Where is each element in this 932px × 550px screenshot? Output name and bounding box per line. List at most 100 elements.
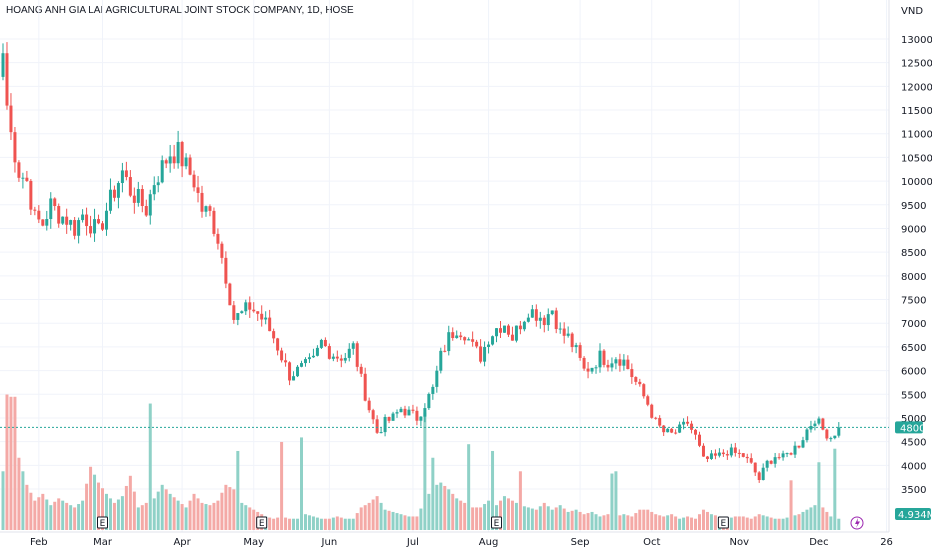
earnings-marker-label: E bbox=[494, 519, 500, 529]
price-tick-label: 11000 bbox=[901, 130, 932, 141]
candle-body bbox=[244, 302, 248, 312]
lightning-icon bbox=[855, 518, 860, 528]
last-volume-badge-bg bbox=[895, 508, 931, 520]
volume-bar bbox=[745, 517, 749, 530]
price-axis[interactable]: 3500 4000 4500 5000 5500 6000 6500 7000 7500 8000… bbox=[901, 35, 932, 496]
candle-body bbox=[168, 156, 172, 164]
volume-bar bbox=[391, 511, 395, 530]
volume-bar bbox=[73, 507, 77, 530]
price-tick-label: 8000 bbox=[901, 272, 926, 283]
candle-body bbox=[602, 350, 606, 365]
candle-body bbox=[399, 408, 403, 413]
candle-body bbox=[455, 335, 459, 339]
volume-bar bbox=[164, 489, 168, 530]
candle-body bbox=[542, 317, 546, 326]
volume-bar bbox=[785, 517, 789, 530]
candle-body bbox=[431, 386, 435, 394]
volume-bar bbox=[236, 450, 240, 530]
volume-bar bbox=[93, 474, 97, 530]
candle-body bbox=[260, 313, 264, 320]
volume-bar bbox=[176, 500, 180, 530]
candle-body bbox=[65, 216, 69, 225]
candle-body bbox=[709, 453, 713, 459]
volume-bar bbox=[407, 516, 411, 530]
candle-body bbox=[463, 337, 467, 341]
volume-bar bbox=[765, 516, 769, 530]
candle-body bbox=[447, 332, 451, 352]
candle-body bbox=[805, 429, 809, 441]
volume-bar bbox=[825, 511, 829, 530]
candle-body bbox=[284, 360, 288, 363]
last-price-value: 4800 bbox=[900, 423, 925, 434]
price-tick-label: 4500 bbox=[901, 438, 926, 449]
volume-bar bbox=[232, 489, 236, 530]
price-tick-label: 9500 bbox=[901, 201, 926, 212]
last-volume-value: 4.934M bbox=[898, 510, 932, 521]
candle-body bbox=[184, 157, 188, 167]
volume-bar bbox=[292, 518, 296, 530]
volume-bar bbox=[666, 515, 670, 530]
earnings-marker[interactable] bbox=[491, 516, 503, 529]
volume-bar bbox=[9, 396, 13, 530]
volume-bar bbox=[801, 511, 805, 530]
volume-bar bbox=[13, 396, 17, 530]
volume-bar bbox=[781, 518, 785, 530]
candle-body bbox=[630, 369, 634, 378]
earnings-marker[interactable] bbox=[97, 516, 108, 529]
price-tick-label: 8500 bbox=[901, 248, 926, 259]
candle-body bbox=[407, 409, 411, 416]
candle-body bbox=[29, 180, 33, 210]
price-tick-label: 9000 bbox=[901, 224, 926, 235]
candle-body bbox=[729, 447, 733, 456]
candle-body bbox=[339, 358, 343, 361]
volume-bar bbox=[228, 487, 232, 530]
candle-body bbox=[204, 206, 208, 212]
volume-bar bbox=[319, 518, 323, 530]
candle-body bbox=[156, 182, 160, 186]
candle-body bbox=[773, 457, 777, 464]
volume-bar bbox=[713, 515, 717, 530]
candle-body bbox=[192, 174, 196, 188]
candle-body bbox=[1, 53, 5, 77]
volume-bar bbox=[499, 500, 502, 530]
candle-body bbox=[546, 314, 550, 326]
candle-body bbox=[777, 457, 781, 459]
candle-body bbox=[240, 311, 244, 314]
candle-body bbox=[21, 177, 25, 179]
grid-lines bbox=[0, 0, 889, 532]
volume-bar bbox=[630, 516, 634, 530]
candle-body bbox=[97, 219, 101, 224]
time-axis[interactable]: Feb Mar Apr May Jun Jul Aug Sep Oct Nov Dec 26 bbox=[30, 537, 893, 548]
volume-bar bbox=[41, 493, 45, 530]
volume-bar bbox=[694, 518, 698, 530]
candle-body bbox=[713, 453, 717, 456]
candle-body bbox=[85, 214, 89, 227]
lightning-button[interactable] bbox=[850, 516, 864, 530]
volume-bar bbox=[686, 516, 690, 530]
candle-body bbox=[753, 462, 757, 473]
candle-body bbox=[821, 418, 825, 430]
candle-body bbox=[89, 226, 93, 234]
volume-bar bbox=[288, 518, 292, 530]
volume-bar bbox=[626, 515, 630, 530]
volume-bar bbox=[45, 499, 49, 530]
candle-body bbox=[232, 305, 236, 320]
volume-bar bbox=[487, 500, 491, 530]
volume-bar bbox=[554, 507, 558, 530]
candle-body bbox=[666, 428, 670, 433]
candle-body bbox=[224, 257, 228, 284]
candle-body bbox=[642, 384, 646, 397]
candle-body bbox=[582, 357, 586, 369]
volume-bar bbox=[566, 511, 570, 530]
volume-bar bbox=[33, 500, 37, 530]
candle-body bbox=[296, 366, 300, 377]
volume-bar bbox=[654, 514, 658, 530]
earnings-marker[interactable] bbox=[717, 516, 729, 529]
earnings-marker[interactable] bbox=[256, 516, 268, 529]
volume-bar bbox=[471, 507, 475, 530]
volume-bar bbox=[244, 505, 248, 530]
volume-bar bbox=[662, 516, 666, 530]
volume-bar bbox=[65, 502, 69, 530]
